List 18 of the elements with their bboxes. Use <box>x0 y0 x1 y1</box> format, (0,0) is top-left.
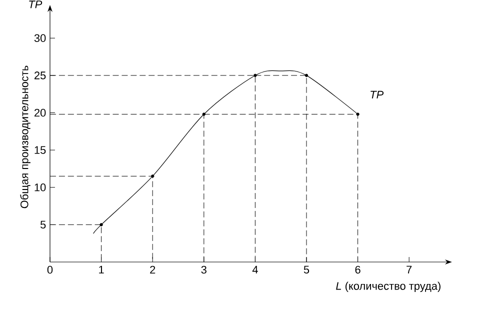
x-tick-label: 0 <box>47 266 53 274</box>
x-tick-label: 1 <box>99 266 104 274</box>
series-label: TP <box>370 90 384 98</box>
x-tick-label: 2 <box>150 266 156 274</box>
x-tick-label: 7 <box>406 266 412 274</box>
y-tick-label: 15 <box>34 146 46 154</box>
y-tick-label: 10 <box>34 184 46 192</box>
x-tick-label: 5 <box>304 266 310 274</box>
y-tick-label: 25 <box>34 72 46 80</box>
y-tick-label: 5 <box>40 220 46 229</box>
y-axis-title: Общая производительность <box>20 66 30 208</box>
y-tick-label: 20 <box>34 108 46 117</box>
x-axis-title: L (количество труда) <box>336 282 440 292</box>
x-tick-label: 6 <box>355 266 360 274</box>
x-tick-label: 3 <box>201 266 206 274</box>
text: TP <box>29 0 42 8</box>
y-tick-label: 30 <box>34 34 46 42</box>
x-tick-label: 4 <box>252 266 258 274</box>
